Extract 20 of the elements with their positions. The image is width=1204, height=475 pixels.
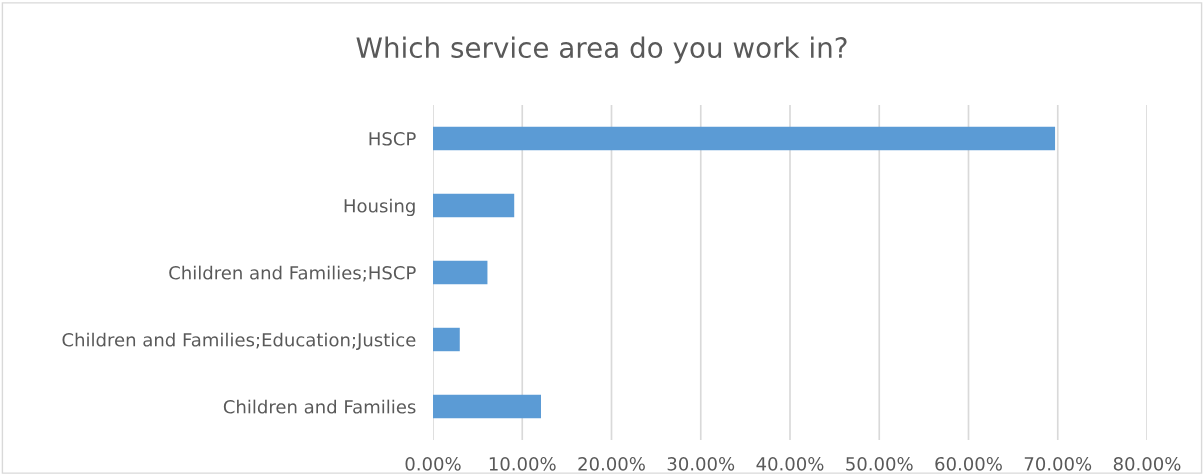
x-tick-label: 50.00%: [846, 456, 913, 471]
y-tick-label: HSCP: [369, 131, 416, 146]
x-tick-label: 70.00%: [1024, 456, 1092, 471]
x-tick-label: 80.00%: [1113, 456, 1181, 471]
chart-title: Which service area do you work in?: [356, 36, 847, 64]
x-tick-label: 20.00%: [578, 456, 645, 471]
x-tick-label: 0.00%: [405, 456, 461, 471]
y-tick-label: Children and Families;HSCP: [169, 265, 416, 282]
bar: [433, 260, 488, 285]
bar: [433, 327, 460, 352]
x-tick-label: 40.00%: [756, 456, 824, 471]
y-tick-label: Children and Families;Education;Justice: [62, 332, 416, 350]
bar: [433, 126, 1056, 151]
y-tick-label: Housing: [344, 198, 415, 217]
x-tick-label: 60.00%: [935, 456, 1002, 471]
bar: [433, 394, 541, 419]
y-tick-label: Children and Families: [223, 399, 416, 414]
x-tick-label: 10.00%: [489, 456, 556, 471]
x-tick-label: 30.00%: [667, 456, 735, 471]
bar: [433, 193, 515, 218]
